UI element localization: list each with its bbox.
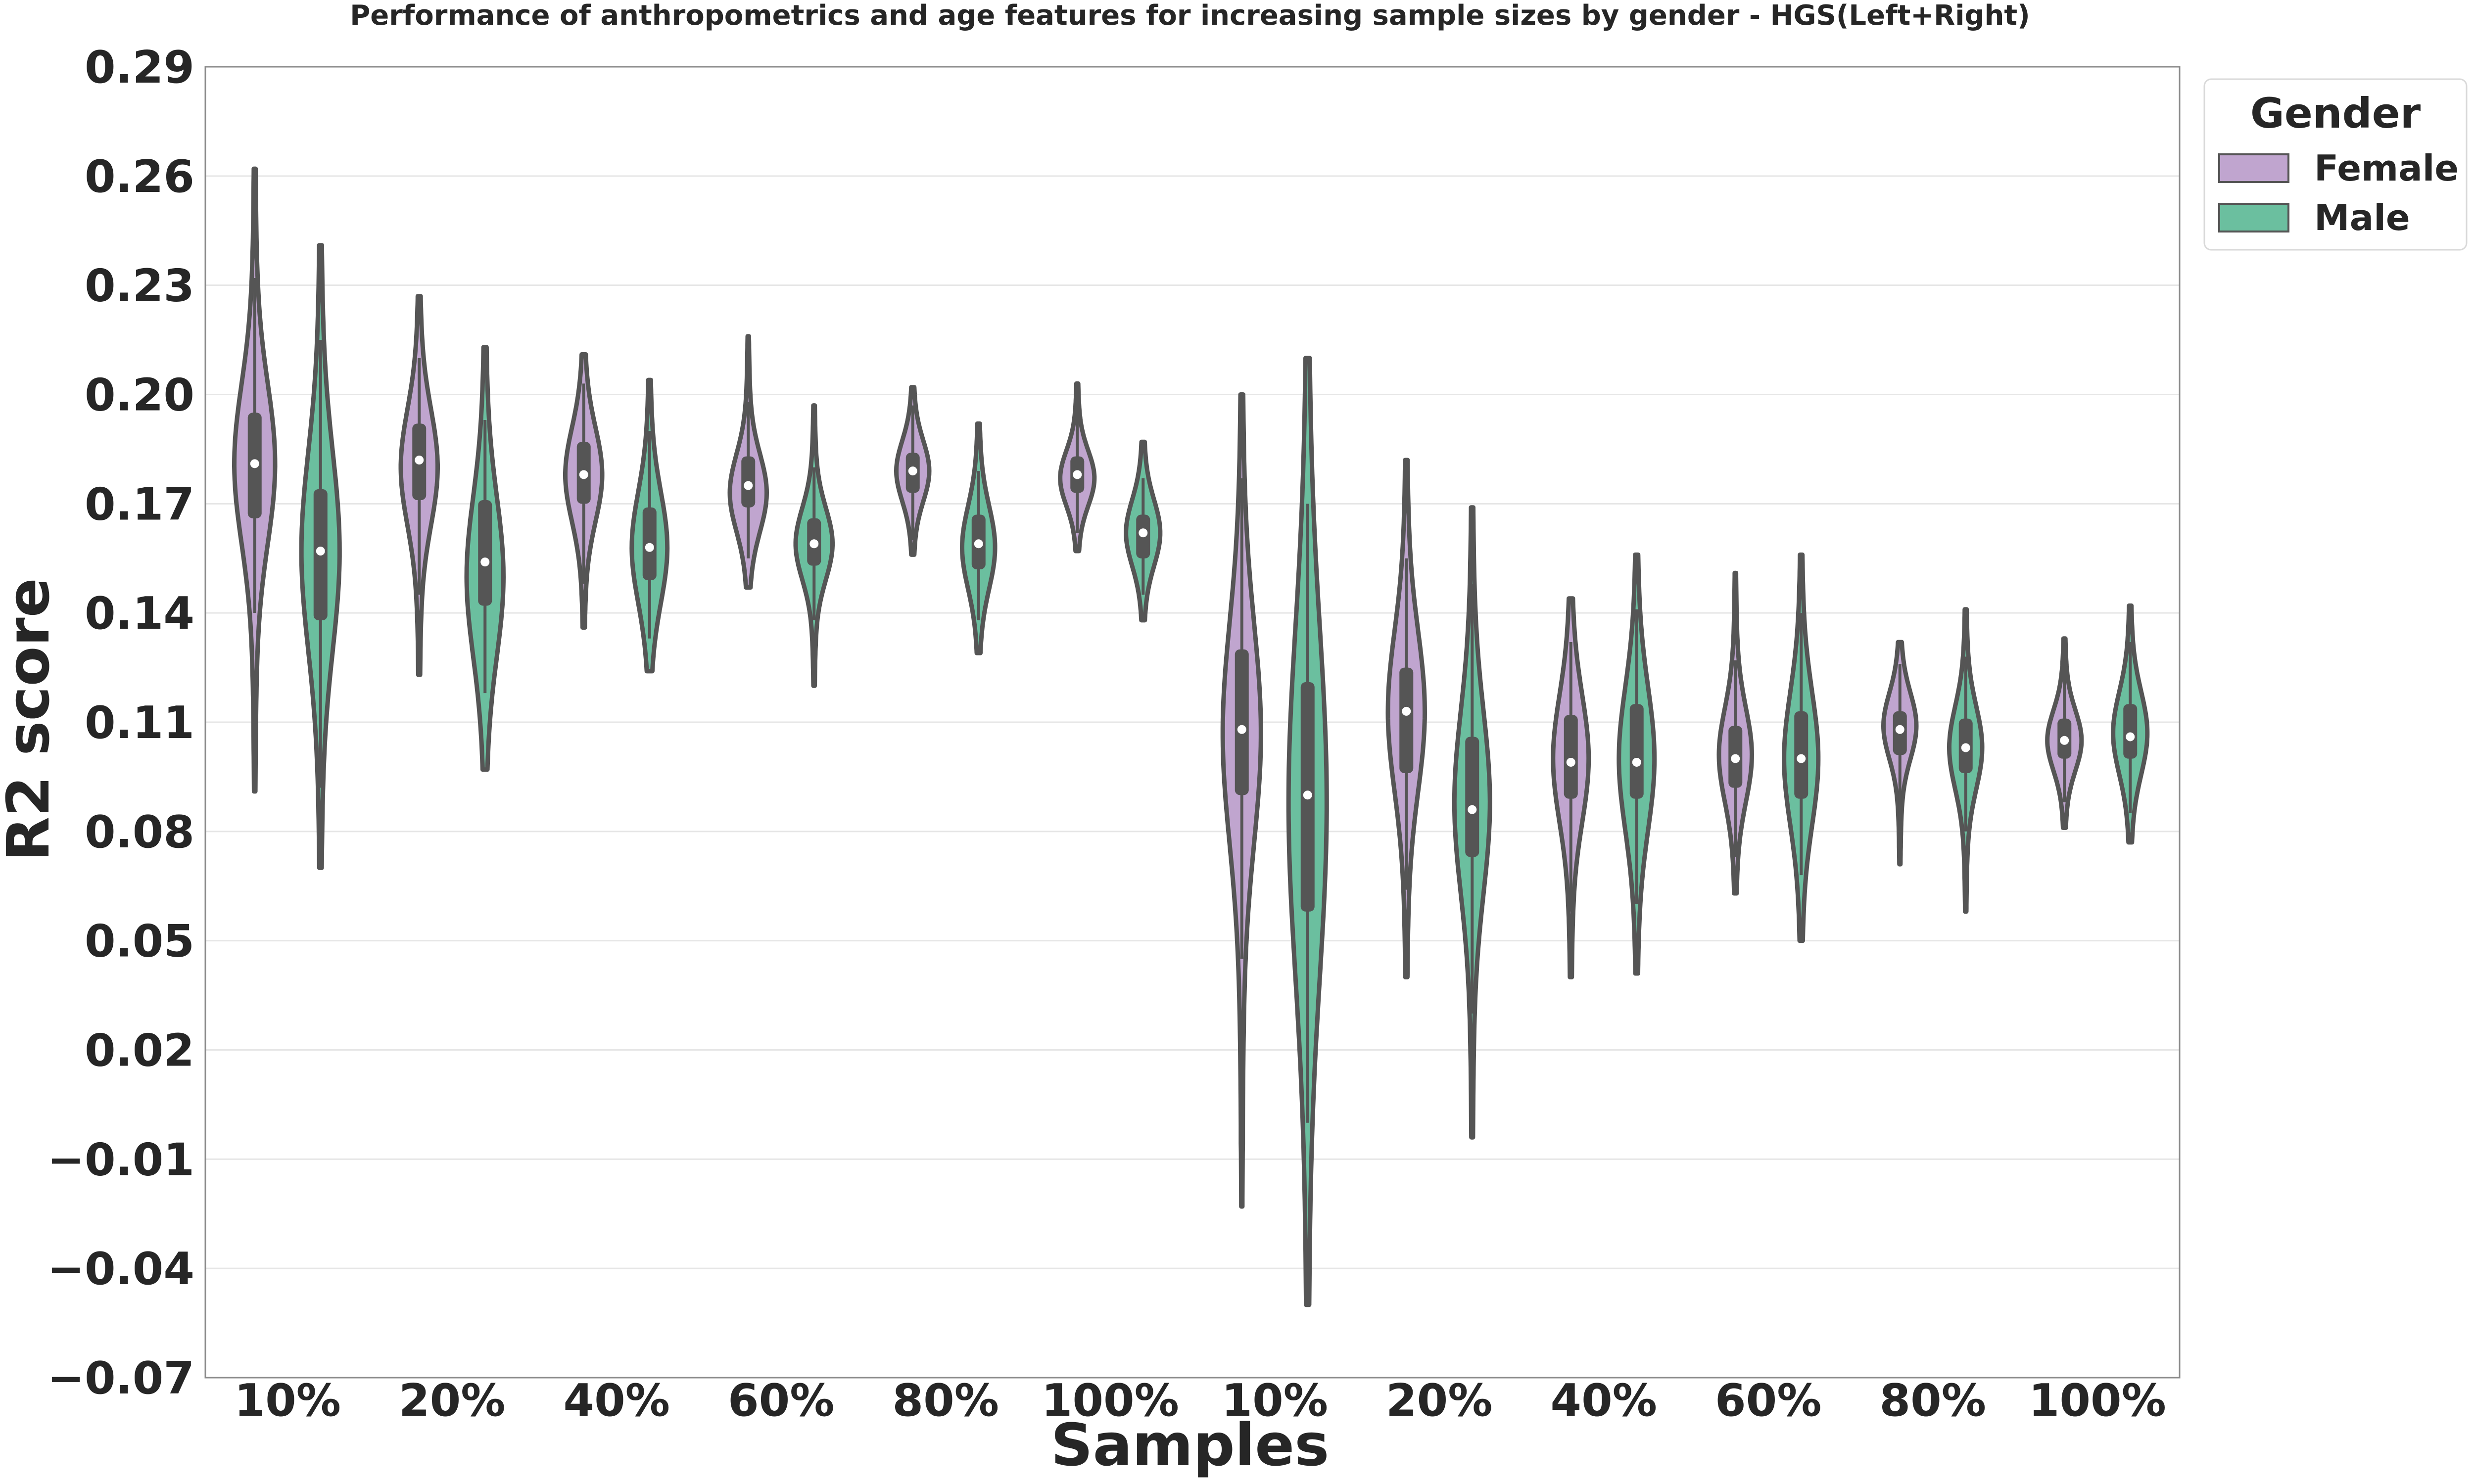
violin-median-dot (2060, 736, 2069, 745)
y-axis-ticks: 0.29 0.26 0.23 0.20 0.17 0.14 0.11 0.08 0.05 0.02… (48, 42, 194, 1404)
y-axis-label: R2 score (0, 578, 62, 862)
violin-median-dot (1139, 528, 1148, 538)
legend: Gender Female Male (2203, 78, 2468, 251)
violin-median-dot (744, 481, 753, 490)
y-tick-label: 0.26 (85, 151, 194, 203)
violin-iqr-box (1399, 667, 1414, 774)
violin-median-dot (645, 543, 654, 552)
violin-iqr-box (1629, 704, 1644, 799)
violin-median-dot (974, 539, 983, 549)
y-tick-label: −0.07 (48, 1352, 194, 1404)
x-tick-label: 40% (564, 1375, 670, 1427)
y-tick-label: 0.02 (85, 1025, 194, 1077)
x-tick-label: 10% (1222, 1375, 1328, 1427)
violin-median-dot (1237, 725, 1246, 734)
violin-median-dot (1961, 743, 1970, 752)
y-tick-label: 0.14 (85, 588, 194, 640)
violin-median-dot (1073, 470, 1082, 479)
violin-median-dot (1632, 757, 1641, 767)
violin-median-dot (1303, 790, 1312, 800)
x-tick-label: 100% (2029, 1375, 2166, 1427)
y-tick-label: −0.01 (48, 1134, 194, 1186)
violin-median-dot (1566, 757, 1575, 767)
chart-title: Performance of anthropometrics and age f… (350, 0, 2030, 32)
violin-median-dot (1731, 754, 1740, 763)
violin-iqr-box (1564, 715, 1578, 799)
legend-swatch-female (2218, 153, 2289, 183)
x-axis-ticks: 10% 20% 40% 60% 80% 100% 10% 20% 40% 60% 80% 100% (235, 1375, 2166, 1427)
x-tick-label: 60% (728, 1375, 834, 1427)
x-tick-label: 40% (1551, 1375, 1657, 1427)
x-axis-label: Samples (1051, 1411, 1330, 1479)
y-tick-label: −0.04 (48, 1243, 194, 1295)
x-tick-label: 10% (235, 1375, 341, 1427)
violin-iqr-box (478, 500, 492, 606)
violin-iqr-box (2123, 704, 2138, 759)
violin-median-dot (1402, 706, 1411, 716)
violin-median-dot (579, 470, 588, 479)
y-tick-label: 0.23 (85, 260, 194, 312)
y-tick-label: 0.29 (85, 42, 194, 93)
x-tick-label: 60% (1715, 1375, 1821, 1427)
plot-frame (204, 66, 2181, 1379)
violin-median-dot (1797, 754, 1806, 763)
legend-label-male: Male (2314, 197, 2410, 238)
violin-median-dot (316, 547, 325, 556)
y-tick-label: 0.20 (85, 370, 194, 421)
violin-median-dot (809, 539, 819, 549)
violin-median-dot (480, 557, 490, 567)
x-tick-label: 20% (1386, 1375, 1492, 1427)
violin-median-dot (1895, 725, 1904, 734)
y-tick-label: 0.11 (85, 697, 194, 749)
violin-iqr-box (1465, 737, 1479, 857)
legend-title: Gender (2250, 89, 2421, 138)
x-tick-label: 20% (399, 1375, 505, 1427)
violins (232, 166, 2150, 1307)
violin-median-dot (2126, 732, 2135, 742)
x-tick-label: 80% (1880, 1375, 1986, 1427)
legend-swatch-male (2218, 203, 2289, 232)
x-tick-label: 100% (1042, 1375, 1179, 1427)
y-tick-label: 0.08 (85, 806, 194, 858)
y-tick-label: 0.17 (85, 478, 194, 530)
violin-median-dot (250, 459, 259, 468)
y-tick-label: 0.05 (85, 916, 194, 968)
violin-iqr-box (1235, 649, 1249, 795)
x-tick-label: 80% (893, 1375, 999, 1427)
legend-label-female: Female (2314, 147, 2459, 189)
violin-median-dot (908, 466, 917, 476)
violin-median-dot (415, 456, 424, 464)
violin-median-dot (1468, 805, 1477, 814)
